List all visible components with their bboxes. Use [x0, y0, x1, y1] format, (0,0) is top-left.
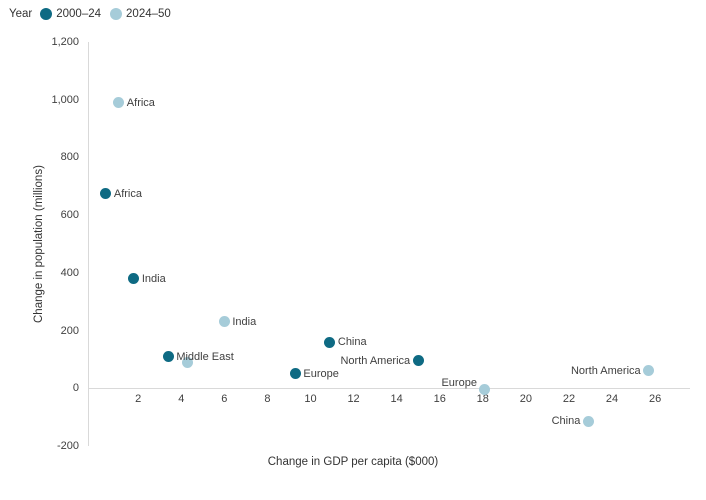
data-point-india[interactable] [128, 273, 140, 285]
data-point-middle-east[interactable] [162, 351, 174, 363]
y-tick-label: 600 [60, 209, 79, 222]
point-label: North America [570, 364, 641, 377]
data-point-europe[interactable] [289, 368, 301, 380]
zero-baseline [88, 388, 690, 389]
data-point-middle-east[interactable] [182, 356, 194, 368]
x-tick-label: 20 [519, 393, 532, 405]
data-point-africa[interactable] [100, 188, 112, 199]
x-tick-label: 10 [304, 393, 317, 405]
x-tick-label: 18 [476, 393, 489, 405]
y-tick-label: 0 [72, 382, 79, 395]
y-tick-label: 400 [60, 266, 79, 279]
x-axis-title: Change in GDP per capita ($000) [267, 456, 439, 468]
point-label: India [232, 315, 257, 328]
x-tick-label: 16 [433, 393, 446, 405]
data-point-india[interactable] [218, 316, 230, 328]
data-point-china[interactable] [582, 415, 594, 427]
legend-item-2024-50: 2024–50 [110, 8, 171, 20]
y-tick-label: 1,200 [51, 36, 79, 48]
point-label: Europe [441, 376, 477, 389]
legend-item-label: 2000–24 [56, 8, 102, 20]
legend-item-2000-24: 2000–24 [40, 8, 101, 20]
x-tick-label: 4 [178, 393, 185, 405]
point-label: Europe [303, 367, 339, 380]
y-axis-line [88, 42, 89, 446]
data-point-north-america[interactable] [643, 365, 655, 377]
x-tick-label: 26 [648, 393, 662, 405]
point-label: Middle East [176, 350, 234, 363]
y-tick-label: 1,000 [51, 93, 79, 106]
point-label: India [141, 272, 166, 285]
x-tick-label: 24 [605, 393, 619, 405]
chart-legend: Year 2000–24 2024–50 [9, 8, 180, 20]
x-tick-label: 6 [221, 393, 228, 405]
y-tick-label: -200 [56, 440, 79, 452]
legend-item-label: 2024–50 [126, 8, 171, 20]
data-point-north-america[interactable] [412, 355, 424, 367]
x-tick-label: 22 [562, 393, 576, 405]
x-tick-label: 14 [390, 393, 403, 405]
point-label: North America [340, 354, 411, 367]
x-tick-label: 8 [264, 393, 271, 405]
point-label: Africa [126, 96, 155, 109]
point-label: China [337, 336, 367, 349]
x-tick-label: 12 [347, 393, 360, 405]
data-point-china[interactable] [324, 336, 336, 348]
legend-swatch-dark-icon [40, 8, 53, 20]
legend-title: Year [9, 8, 33, 20]
point-label: Africa [113, 187, 142, 200]
point-label: China [551, 415, 581, 428]
y-tick-label: 800 [60, 151, 79, 164]
y-tick-label: 200 [60, 324, 79, 337]
legend-swatch-light-icon [110, 8, 123, 20]
data-point-europe[interactable] [479, 384, 491, 396]
x-tick-label: 2 [135, 393, 142, 405]
data-point-africa[interactable] [113, 97, 125, 109]
